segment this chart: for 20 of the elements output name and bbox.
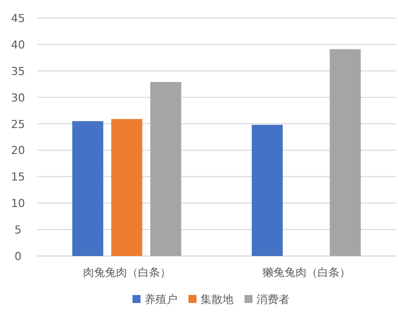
y-tick-label: 5	[14, 224, 22, 237]
y-tick-label: 15	[11, 170, 25, 184]
y-tick-label: 0	[14, 250, 22, 263]
legend-label: 养殖户	[144, 293, 178, 306]
y-tick-label: 20	[11, 144, 25, 158]
bar	[72, 121, 104, 256]
y-tick-label: 45	[11, 12, 25, 25]
y-tick-label: 30	[11, 91, 25, 104]
bar	[111, 119, 142, 256]
x-tick-label: 獭兔兔肉（白条）	[262, 266, 350, 279]
x-tick-label: 肉兔兔肉（白条）	[82, 266, 171, 279]
y-tick-label: 25	[11, 118, 25, 131]
legend-label: 消费者	[256, 293, 290, 306]
bar	[252, 124, 283, 256]
y-tick-label: 10	[11, 197, 25, 210]
y-tick-label: 35	[11, 64, 25, 78]
y-tick-label: 40	[11, 38, 25, 52]
legend-label: 集散地	[200, 293, 234, 306]
bar	[150, 82, 182, 256]
bar	[330, 49, 361, 256]
